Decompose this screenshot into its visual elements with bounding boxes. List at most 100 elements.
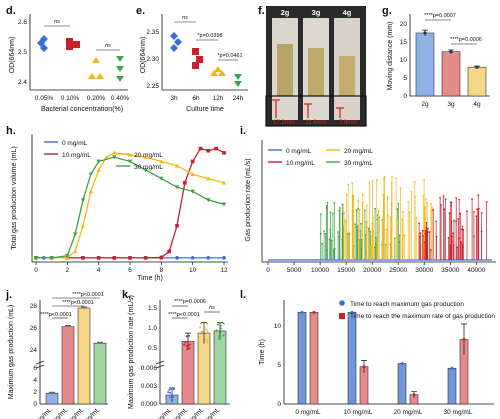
tube-contents [277, 44, 293, 96]
panel-i-spike-tip [442, 195, 445, 198]
panel-i-spike-tip [386, 196, 389, 199]
panel-k-bar [197, 332, 211, 405]
panel-i-spike-tip [459, 212, 462, 215]
panel-g: 0 5 10 15 20 Moving distance (mm) 2g 3g … [387, 13, 490, 108]
panel-k-point [220, 327, 223, 330]
panel-l-bars [297, 310, 469, 405]
panel-j-bar [93, 342, 107, 405]
panel-e-sig-label: ns [182, 15, 188, 21]
panel-e-point [210, 70, 218, 76]
panel-g-sig-label: ****p=0.0007 [424, 13, 456, 19]
panel-i-spike-tip [444, 198, 447, 201]
panel-d-xtick: 0.05% [35, 95, 54, 102]
panel-i-spike-tip [323, 230, 325, 233]
panel-i-spike-tip [413, 181, 416, 183]
panel-j-label: j. [5, 289, 12, 301]
panel-h-point [221, 202, 227, 207]
panel-i-spike-tip [396, 218, 399, 221]
panel-l-xtick: 0 mg/mL [295, 409, 321, 416]
panel-i-spike-tip [395, 177, 397, 180]
panel-i-xtick: 40000 [467, 267, 485, 274]
panel-e-sig-label: *p=0.0461 [217, 53, 242, 59]
panel-i-spike-tip [414, 195, 416, 198]
panel-h-point [222, 256, 226, 260]
panel-l-bar [297, 312, 307, 405]
panel-i-spike-tip [422, 235, 424, 237]
panel-i-spike-tip [371, 180, 374, 182]
panel-i-spike-tip [365, 204, 368, 207]
panel-l-ylabel: Time (h) [259, 339, 266, 365]
panel-d-point [37, 39, 45, 47]
panel-e: 2.25 2.30 2.35 OD(664nm) 3h 6h 12h 24h C… [140, 14, 248, 113]
panel-h-point [214, 146, 218, 151]
panel-k-point [219, 324, 222, 327]
panel-h-point [159, 176, 164, 181]
legend-label: Time to reach the maximum rate of gas pr… [350, 313, 495, 320]
panel-i-spike-tip [430, 203, 433, 205]
panel-i-spike-tip [476, 208, 479, 211]
panel-h-point [206, 198, 211, 203]
panel-d-point [116, 76, 124, 82]
panel-g-point [449, 50, 453, 54]
panel-h-point [127, 159, 133, 164]
panel-k-point [206, 322, 209, 325]
panel-i-spike-tip [374, 207, 377, 210]
panel-d-xtick: 0.10% [61, 95, 80, 102]
panel-i-spike-tip [377, 210, 380, 212]
panel-g-ylabel: Moving distance (mm) [387, 22, 394, 91]
panel-k-sig-label: ns [209, 305, 215, 311]
panel-e-point [218, 70, 226, 76]
panel-i-spike-tip [447, 236, 450, 239]
panel-k-sig-label: ****p=0.0006 [174, 299, 206, 305]
panel-e-point [234, 74, 242, 80]
panel-h-xtick: 4 [97, 267, 101, 274]
panel-l-point [400, 362, 404, 366]
legend-label: 0 mg/mL [62, 140, 88, 147]
panel-d-ytick: 2.5 [18, 49, 27, 56]
panel-h-point [174, 185, 180, 190]
panel-j-ylabel: Maximum gas production (mL) [8, 305, 15, 400]
panel-d-xtick: 0.20% [87, 95, 106, 102]
panel-j-ytick: 0 [33, 401, 37, 408]
panel-d-ylabel: OD(664nm) [9, 37, 16, 74]
panel-i-spike-tip [326, 249, 328, 252]
panel-h-xticks: 0 2 4 6 8 10 12 [34, 262, 228, 274]
panel-i-spike-tip [401, 218, 403, 221]
panel-h-point [143, 256, 148, 260]
panel-i-spike-tip [418, 222, 420, 225]
panel-i-spike-tip [343, 218, 346, 221]
panel-i-spike-tip [431, 206, 434, 209]
distance-marker [336, 107, 344, 118]
panel-i-spike-tip [425, 198, 427, 200]
panel-h-point [80, 198, 86, 203]
panel-i-spike-tip [360, 222, 362, 225]
panel-h-point [159, 255, 164, 260]
panel-i-ylabel: Gas production rate (mL/s) [245, 158, 252, 241]
panel-e-point [192, 48, 199, 55]
panel-i-spike-tip [393, 237, 396, 240]
panel-l-ytick: 0 [277, 401, 281, 408]
panel-h-point [72, 249, 78, 254]
panel-i-spike-tip [352, 195, 355, 198]
legend-swatch [339, 313, 345, 319]
panel-d-point [88, 73, 96, 79]
panel-d-point [92, 57, 100, 63]
panel-i-spike-tip [432, 209, 435, 211]
panel-i-spike-tip [440, 204, 442, 206]
panel-h-point [112, 155, 117, 160]
panel-k-point [168, 396, 171, 399]
panel-k-point [172, 395, 175, 398]
panel-i-spike-tip [456, 246, 458, 249]
panel-e-label: e. [136, 5, 145, 17]
panel-d-point [96, 73, 104, 79]
panel-h-xtick: 10 [189, 267, 197, 274]
panel-i-spike-tip [452, 232, 454, 235]
panel-h-point [112, 256, 117, 260]
panel-i-spike-tip [480, 212, 483, 214]
panel-i-spike-tip [383, 175, 386, 178]
panel-k-sig-label: ****p<0.0001 [168, 312, 200, 318]
tube-label: 4g [343, 8, 352, 17]
panel-k-xtick: 0 mg/mL [151, 406, 174, 419]
panel-i-spike-tip [391, 175, 393, 178]
panel-k-ylabel: Maximum gas production rate (mL/s) [128, 295, 135, 409]
